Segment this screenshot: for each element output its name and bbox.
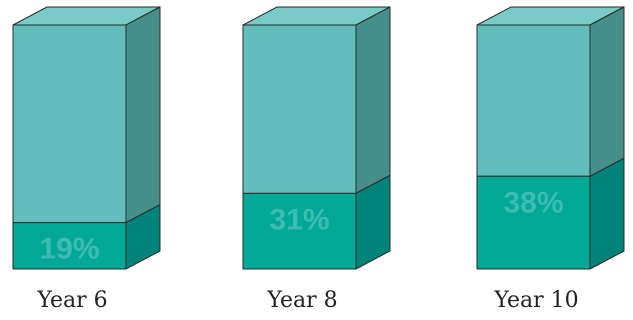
- bar-remainder-front: [242, 24, 357, 194]
- bar-1: 19%: [12, 6, 161, 270]
- bar-value-front: [476, 175, 591, 270]
- value-label: 19%: [39, 233, 99, 266]
- bar-3: 38%: [476, 6, 625, 270]
- category-label: Year 8: [266, 288, 337, 313]
- category-label: Year 10: [493, 288, 578, 313]
- category-labels: Year 6 Year 8 Year 10: [36, 288, 578, 313]
- bar-2: 31%: [242, 6, 391, 270]
- bar-value-side: [589, 157, 625, 270]
- category-label: Year 6: [36, 288, 107, 313]
- bars-group: 19% 31% 38%: [12, 6, 625, 270]
- value-label: 31%: [269, 203, 329, 236]
- bar-remainder-side: [125, 6, 161, 224]
- bar-value-front: [242, 192, 357, 270]
- bar-remainder-side: [589, 6, 625, 177]
- bar-value-front: [12, 222, 127, 270]
- value-label: 38%: [503, 186, 563, 219]
- bar-remainder-side: [355, 6, 391, 194]
- bar-remainder-front: [476, 24, 591, 177]
- bar-remainder-front: [12, 24, 127, 224]
